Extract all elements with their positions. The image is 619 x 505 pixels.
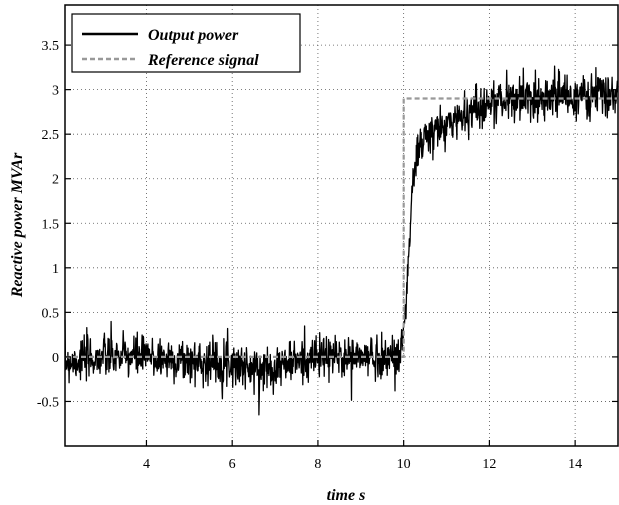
x-axis-title: time s — [327, 487, 366, 504]
series-layer — [64, 65, 619, 416]
y-tick-label: 2.5 — [42, 128, 60, 143]
legend-box — [71, 13, 301, 73]
y-tick-label: 1 — [52, 262, 59, 277]
x-tick-label: 14 — [568, 457, 582, 472]
y-axis-title: Reactive power MVAr — [9, 152, 26, 298]
legend: Output power Reference signal — [71, 13, 301, 73]
y-tick-label: 3.5 — [42, 39, 60, 54]
y-tick-label: 1.5 — [42, 217, 60, 232]
legend-label-output-power: Output power — [148, 27, 239, 44]
y-tick-label: 3 — [52, 84, 59, 99]
y-tick-label: 0.5 — [42, 306, 60, 321]
x-tick-label: 4 — [143, 457, 150, 472]
x-tick-label: 8 — [314, 457, 321, 472]
y-tick-label: -0.5 — [37, 395, 59, 410]
series-reference-signal-line — [65, 97, 618, 358]
y-tick-label: 0 — [52, 351, 59, 366]
x-tick-label: 10 — [397, 457, 411, 472]
x-tick-label: 12 — [482, 457, 496, 472]
x-tick-label: 6 — [229, 457, 236, 472]
legend-label-reference-signal: Reference signal — [147, 52, 259, 69]
ticks: 4 6 8 10 12 14 -0.5 0 0.5 1 1.5 2 2.5 3 3.5 — [37, 39, 618, 472]
plot-frame — [64, 4, 619, 447]
y-tick-label: 2 — [52, 173, 59, 188]
